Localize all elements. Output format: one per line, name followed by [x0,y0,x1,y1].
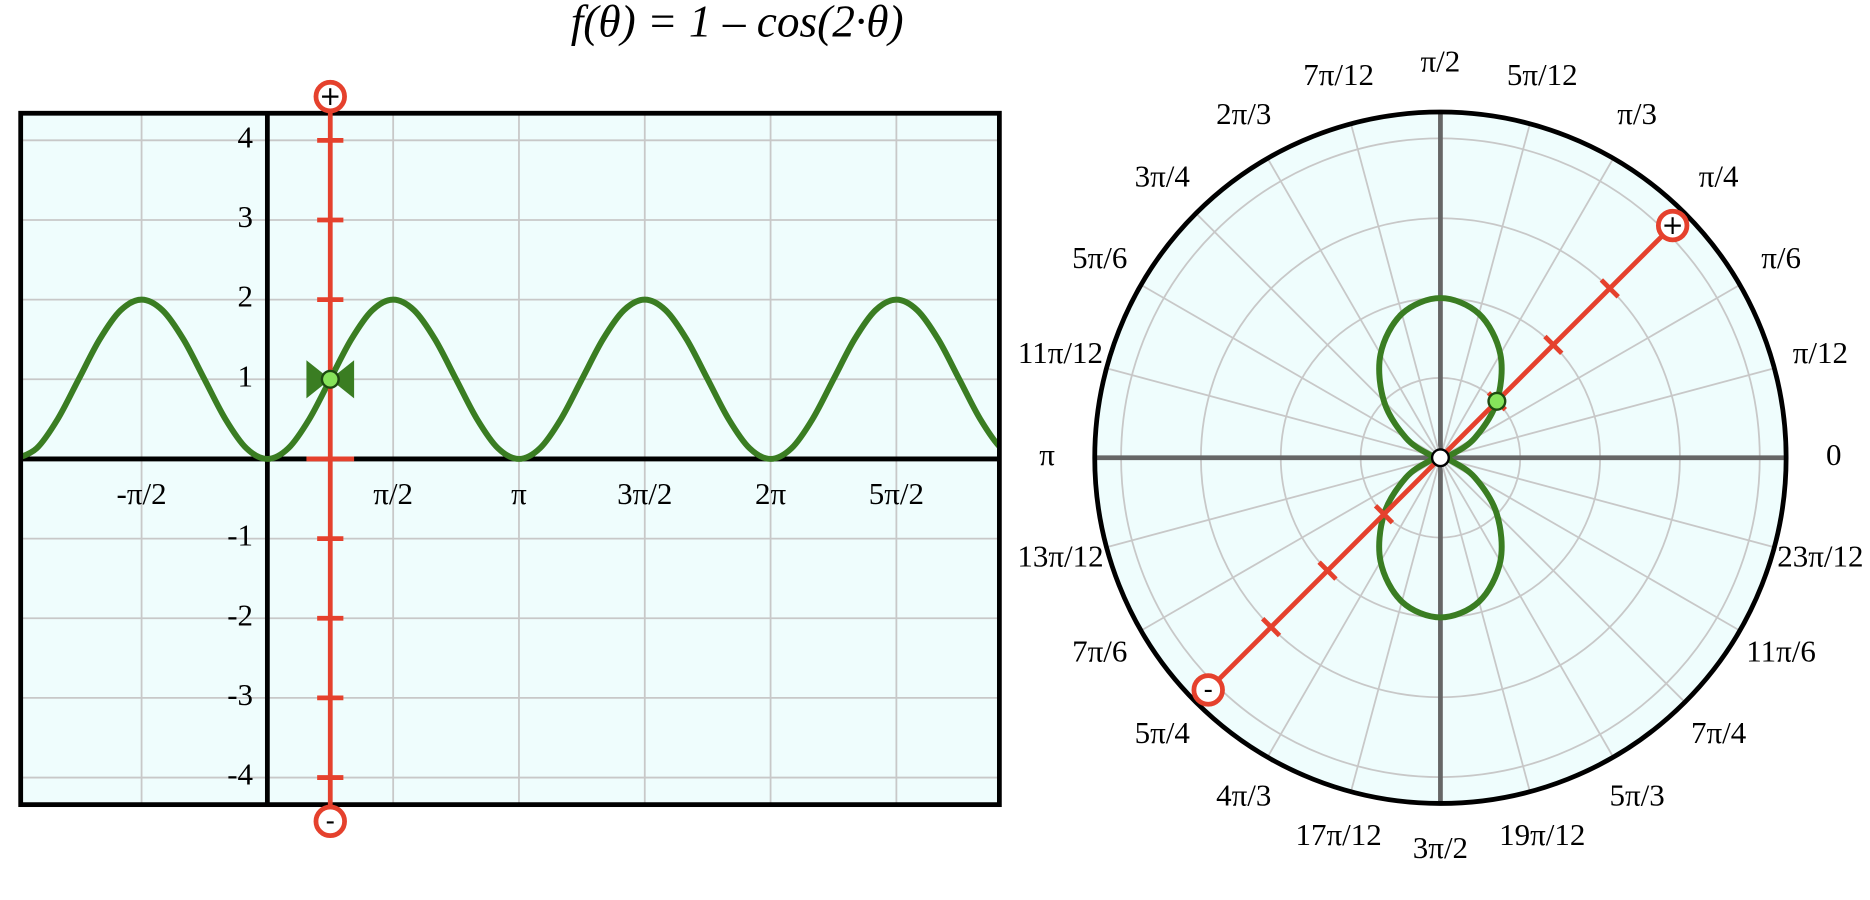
theta-tick-label: π/3 [1617,96,1657,131]
grid-spoke [1440,367,1775,459]
grid-spoke [1439,457,1531,792]
theta-tick-label: 19π/12 [1499,817,1585,852]
grid-spoke [1350,123,1442,458]
grid-spoke [1266,157,1442,459]
x-tick-label: π/2 [373,476,413,511]
slider-tick [1260,616,1282,638]
theta-tick-label: 11π/6 [1746,634,1816,669]
grid-spoke [1106,367,1441,459]
theta-tick-label: 17π/12 [1296,817,1382,852]
slider-tick [1599,278,1620,299]
x-tick-label: 5π/2 [869,476,924,511]
grid-spoke [1440,456,1775,549]
grid-spoke [1439,456,1741,632]
grid-spoke [1140,284,1441,459]
grid-spoke [1140,456,1441,632]
handle-label: + [1662,211,1684,241]
slider-handle [1191,673,1225,707]
x-tick-label: 2π [755,476,786,511]
marker-point [1487,391,1507,411]
theta-tick-label: 7π/4 [1691,715,1747,750]
theta-tick-label: 3π/4 [1135,159,1191,194]
pole [1430,448,1450,468]
theta-tick-label: 4π/3 [1216,778,1271,813]
y-tick-label: -4 [227,757,253,792]
theta-tick-label: 5π/3 [1609,778,1664,813]
slider-handle [313,79,347,114]
theta-tick-label: π/4 [1699,159,1739,194]
y-tick-label: -2 [227,597,253,632]
polar-border [1092,109,1789,806]
theta-tick-label: 5π/12 [1507,57,1578,92]
theta-tick-label: 3π/2 [1413,830,1468,865]
y-tick-label: 2 [238,279,254,314]
theta-tick-label: 13π/12 [1017,539,1103,574]
plot-border [18,110,1002,808]
theta-tick-label: 5π/6 [1072,240,1127,275]
grid-spoke [1439,457,1686,703]
grid-spoke [1439,284,1741,459]
y-tick-label: -3 [227,677,253,712]
y-tick-label: 3 [238,199,254,234]
theta-tick-label: 0 [1826,437,1842,472]
theta-tick-label: 7π/6 [1072,634,1127,669]
theta-tick-label: 2π/3 [1216,96,1271,131]
y-tick-label: 4 [238,119,254,154]
grid-spoke [1266,457,1442,758]
slider-tick [1317,560,1338,581]
x-tick-label: 3π/2 [617,476,672,511]
x-tick-label: -π/2 [117,476,167,511]
grid-spoke [1439,157,1615,459]
x-tick-label: π [511,476,527,511]
theta-tick-label: π/6 [1761,240,1801,275]
chart-title: f(θ) = 1 – cos(2·θ) [571,0,904,47]
handle-label: - [1203,676,1212,706]
grid-spoke [1439,123,1531,458]
grid-spoke [1350,457,1442,792]
theta-tick-label: π/12 [1793,335,1848,370]
theta-tick-label: 5π/4 [1135,715,1191,750]
theta-tick-label: π [1039,437,1055,472]
slider-handle [313,804,347,839]
slider-tick [1373,504,1395,525]
grid-spoke [1439,457,1615,758]
slider-handle [1655,208,1690,243]
theta-tick-label: π/2 [1421,43,1461,78]
grid-spoke [1195,212,1442,459]
slider-tick [1543,334,1564,355]
handle-label: + [319,82,341,112]
y-tick-label: -1 [227,518,253,553]
y-tick-label: 1 [238,358,254,393]
handle-label: - [326,807,335,837]
theta-tick-label: 23π/12 [1777,539,1863,574]
marker-point [320,369,340,389]
theta-tick-label: 11π/12 [1018,335,1103,370]
curve [20,296,1000,462]
grid-spoke [1106,456,1441,549]
theta-tick-label: 7π/12 [1303,57,1374,92]
